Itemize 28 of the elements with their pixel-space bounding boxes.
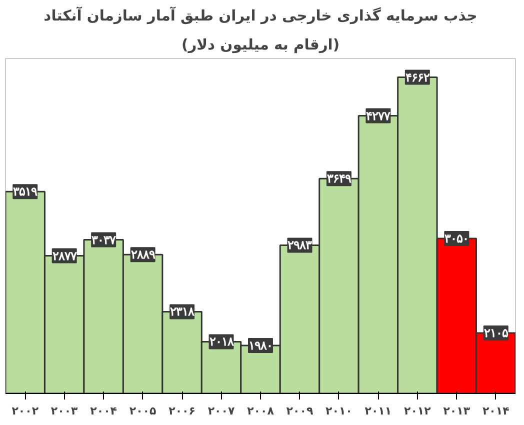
data-label: ۲۹۸۳ xyxy=(288,238,313,252)
x-tick-label: ۲۰۱۲ xyxy=(404,404,432,418)
x-tick-label: ۲۰۰۲ xyxy=(12,404,39,418)
x-tick-label: ۲۰۰۷ xyxy=(208,404,235,418)
x-tick-label: ۲۰۰۸ xyxy=(247,404,274,418)
x-tick-label: ۲۰۱۴ xyxy=(482,404,510,418)
data-label: ۲۱۰۵ xyxy=(484,326,509,340)
x-tick-label: ۲۰۰۶ xyxy=(168,404,196,418)
data-label: ۳۶۴۹ xyxy=(326,172,352,186)
data-label: ۳۰۵۰ xyxy=(444,232,469,246)
data-label: ۴۶۶۲ xyxy=(405,70,430,84)
x-tick-label: ۲۰۱۱ xyxy=(364,404,392,418)
data-label: ۲۸۷۷ xyxy=(52,248,78,263)
x-tick-label: ۲۰۰۴ xyxy=(90,404,118,418)
chart-title: جذب سرمایه گذاری خارجی در ایران طبق آمار سازمان آنکتاد xyxy=(44,6,478,24)
data-label: ۳۰۳۷ xyxy=(92,232,117,247)
data-label: ۴۲۷۷ xyxy=(366,108,392,123)
data-label: ۲۳۱۸ xyxy=(170,304,196,319)
data-label: ۲۸۸۹ xyxy=(130,248,156,262)
data-label: ۱۹۸۰ xyxy=(248,338,272,352)
x-tick-label: ۲۰۱۰ xyxy=(326,404,352,418)
x-tick-label: ۲۰۰۹ xyxy=(286,404,314,418)
x-tick-label: ۲۰۰۳ xyxy=(50,404,78,418)
data-label: ۳۵۱۹ xyxy=(13,184,38,199)
x-tick-label: ۲۰۰۵ xyxy=(129,404,157,418)
chart-subtitle: (ارقام به میلیون دلار) xyxy=(182,36,340,54)
data-label: ۲۰۱۸ xyxy=(209,334,234,349)
x-tick-label: ۲۰۱۳ xyxy=(443,404,470,418)
